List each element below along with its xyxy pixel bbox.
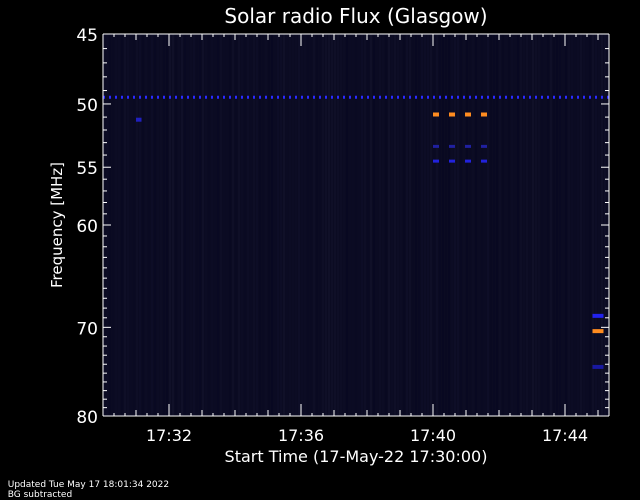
feature-blob-1 [136, 117, 142, 122]
x-tick-label-17:32: 17:32 [146, 426, 192, 445]
y-tick-label-55: 55 [76, 159, 98, 179]
x-axis: 17:32 17:36 17:40 17:44 [102, 33, 610, 445]
feature-blob-6 [592, 329, 604, 334]
y-tick-label-50: 50 [76, 96, 98, 116]
x-tick-label-17:36: 17:36 [278, 426, 324, 445]
x-tick-label-17:44: 17:44 [542, 426, 588, 445]
y-tick-label-60: 60 [76, 217, 98, 237]
feature-blob-7 [592, 364, 604, 369]
y-tick-label-80: 80 [76, 408, 98, 428]
bg-note: BG subtracted [7, 490, 73, 500]
updated-timestamp: Updated Tue May 17 18:01:34 2022 [7, 480, 170, 490]
x-axis-label: Start Time (17-May-22 17:30:00) [225, 447, 488, 466]
y-axis: 45 50 55 60 70 80 [76, 26, 610, 428]
x-tick-label-17:40: 17:40 [410, 426, 456, 445]
chart-title: Solar radio Flux (Glasgow) [224, 4, 487, 28]
footer: Updated Tue May 17 18:01:34 2022 BG subt… [2, 470, 179, 500]
feature-layer [103, 95, 609, 369]
spectrogram-figure: Solar radio Flux (Glasgow) 455055607080 … [48, 4, 610, 466]
y-axis-label: Frequency [MHz] [48, 162, 66, 288]
noise-layer [103, 34, 609, 416]
y-tick-label-70: 70 [76, 319, 98, 339]
feature-blob-5 [592, 313, 604, 318]
y-tick-label-45: 45 [76, 26, 98, 46]
